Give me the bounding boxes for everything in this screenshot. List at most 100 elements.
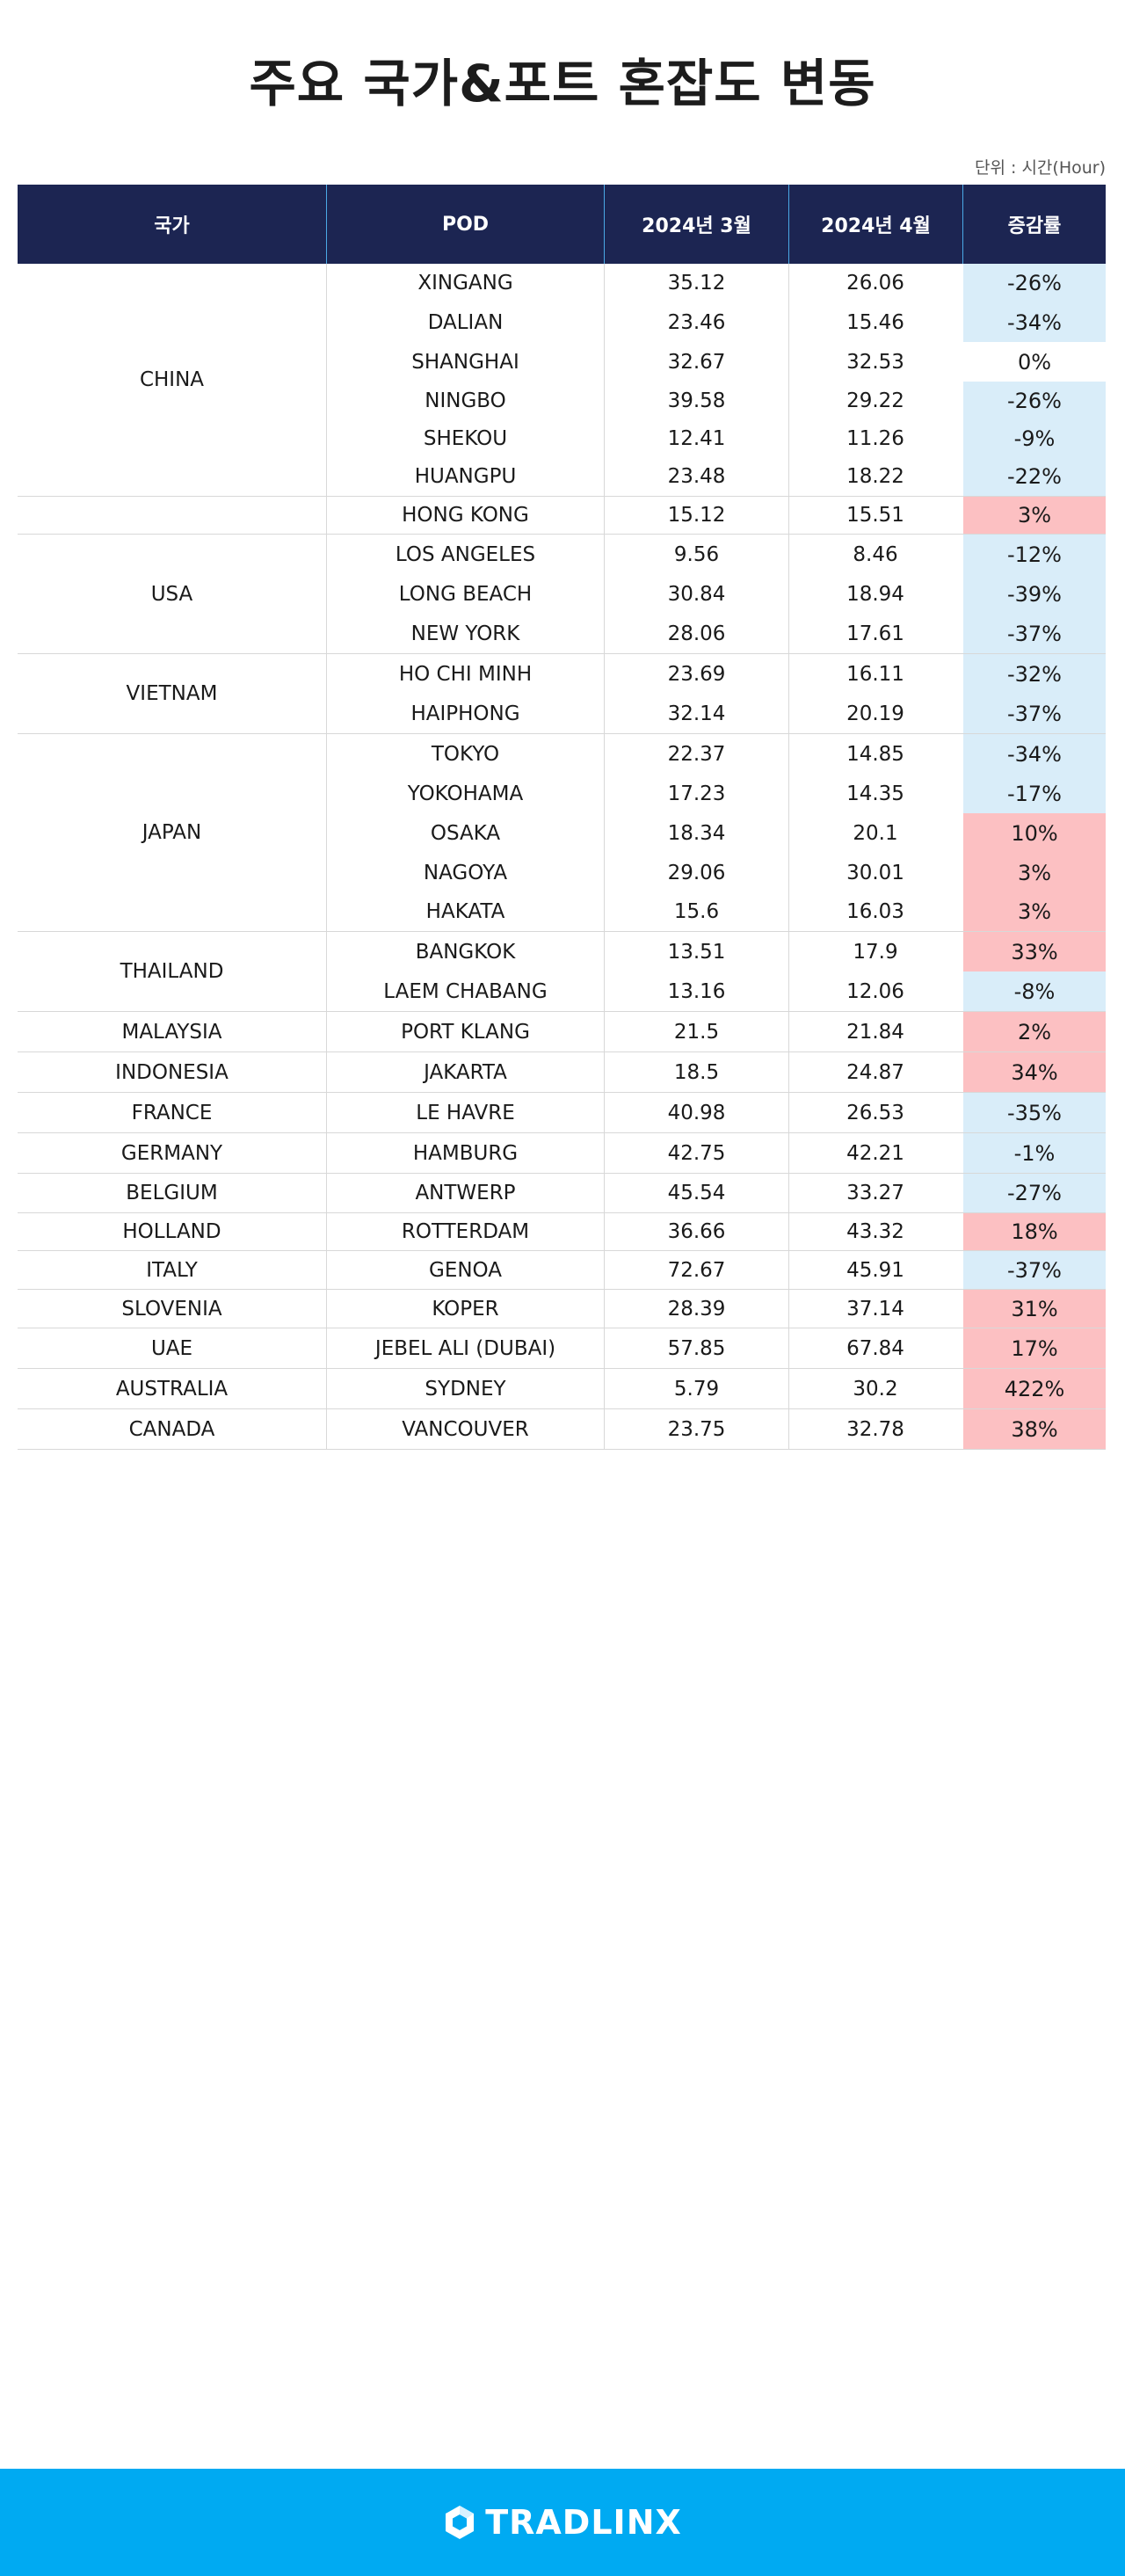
change-rate-cell: -39% (963, 574, 1106, 614)
march-value-cell: 23.46 (605, 302, 789, 342)
country-group: FRANCE LE HAVRE 40.98 26.53 -35% (18, 1093, 1106, 1133)
country-group: USA LOS ANGELES 9.56 8.46 -12% LONG BEACH 30.8… (18, 535, 1106, 654)
pod-cell: LAEM CHABANG (327, 971, 605, 1011)
country-group: ITALY GENOA 72.67 45.91 -37% (18, 1251, 1106, 1290)
april-value-cell: 17.61 (789, 614, 963, 653)
april-value-cell: 18.94 (789, 574, 963, 614)
march-value-cell: 72.67 (605, 1251, 789, 1289)
change-rate-cell: -34% (963, 302, 1106, 342)
pod-cell: SYDNEY (327, 1369, 605, 1408)
table-row: HAIPHONG 32.14 20.19 -37% (327, 694, 1106, 733)
april-value-cell: 20.19 (789, 694, 963, 733)
april-value-cell: 26.53 (789, 1093, 963, 1132)
march-value-cell: 32.67 (605, 342, 789, 382)
congestion-table: 국가 POD 2024년 3월 2024년 4월 증감률 CHINA XINGAN… (18, 185, 1106, 1450)
march-value-cell: 18.34 (605, 813, 789, 854)
country-cell: ITALY (18, 1251, 327, 1289)
pod-cell: KOPER (327, 1290, 605, 1328)
table-row: LONG BEACH 30.84 18.94 -39% (327, 574, 1106, 614)
pod-cell: LE HAVRE (327, 1093, 605, 1132)
april-value-cell: 16.11 (789, 654, 963, 694)
tradlinx-logo: TRADLINX (443, 2503, 682, 2542)
pod-cell: VANCOUVER (327, 1409, 605, 1449)
april-value-cell: 33.27 (789, 1174, 963, 1212)
april-value-cell: 18.22 (789, 457, 963, 496)
table-row: YOKOHAMA 17.23 14.35 -17% (327, 774, 1106, 813)
table-row: PORT KLANG 21.5 21.84 2% (327, 1012, 1106, 1052)
country-cell (18, 497, 327, 534)
march-value-cell: 5.79 (605, 1369, 789, 1408)
pod-cell: NAGOYA (327, 854, 605, 891)
march-value-cell: 9.56 (605, 535, 789, 574)
country-group: HONG KONG 15.12 15.51 3% (18, 497, 1106, 535)
table-row: NINGBO 39.58 29.22 -26% (327, 382, 1106, 419)
country-cell: HOLLAND (18, 1213, 327, 1250)
march-value-cell: 35.12 (605, 264, 789, 302)
pod-cell: NINGBO (327, 382, 605, 419)
header-change-rate: 증감률 (1007, 215, 1062, 237)
march-value-cell: 30.84 (605, 574, 789, 614)
country-cell: GERMANY (18, 1133, 327, 1173)
march-value-cell: 40.98 (605, 1093, 789, 1132)
pod-cell: TOKYO (327, 734, 605, 774)
change-rate-cell: -8% (963, 971, 1106, 1011)
header-march-2024: 2024년 3월 (605, 185, 789, 264)
table-row: HUANGPU 23.48 18.22 -22% (327, 457, 1106, 496)
header-country: 국가 (18, 185, 327, 264)
change-rate-cell: -26% (963, 264, 1106, 302)
change-rate-cell: 17% (963, 1328, 1106, 1368)
country-group: VIETNAM HO CHI MINH 23.69 16.11 -32% HAIPHONG… (18, 654, 1106, 734)
april-value-cell: 14.85 (789, 734, 963, 774)
april-value-cell: 21.84 (789, 1012, 963, 1052)
april-value-cell: 8.46 (789, 535, 963, 574)
pod-cell: HONG KONG (327, 497, 605, 534)
pod-cell: LOS ANGELES (327, 535, 605, 574)
change-rate-cell: -22% (963, 457, 1106, 496)
footer-bar: TRADLINX (0, 2469, 1125, 2576)
march-value-cell: 42.75 (605, 1133, 789, 1173)
change-rate-cell: 2% (963, 1012, 1106, 1052)
change-rate-cell: -12% (963, 535, 1106, 574)
change-rate-cell: -17% (963, 774, 1106, 813)
march-value-cell: 23.48 (605, 457, 789, 496)
table-row: XINGANG 35.12 26.06 -26% (327, 264, 1106, 302)
table-row: LAEM CHABANG 13.16 12.06 -8% (327, 971, 1106, 1011)
country-cell: FRANCE (18, 1093, 327, 1132)
april-value-cell: 43.32 (789, 1213, 963, 1250)
country-group: BELGIUM ANTWERP 45.54 33.27 -27% (18, 1174, 1106, 1213)
country-cell: UAE (18, 1328, 327, 1368)
pod-cell: GENOA (327, 1251, 605, 1289)
pod-cell: HAMBURG (327, 1133, 605, 1173)
change-rate-cell: 3% (963, 497, 1106, 534)
pod-cell: XINGANG (327, 264, 605, 302)
april-value-cell: 42.21 (789, 1133, 963, 1173)
pod-cell: PORT KLANG (327, 1012, 605, 1052)
logo-text: TRADLINX (485, 2503, 682, 2542)
country-cell: CHINA (18, 264, 327, 496)
tradlinx-hexagon-icon (446, 2506, 475, 2539)
march-value-cell: 13.51 (605, 932, 789, 971)
change-rate-cell: 31% (963, 1290, 1106, 1328)
pod-cell: ANTWERP (327, 1174, 605, 1212)
april-value-cell: 16.03 (789, 891, 963, 931)
change-rate-cell: 18% (963, 1213, 1106, 1250)
country-group: AUSTRALIA SYDNEY 5.79 30.2 422% (18, 1369, 1106, 1409)
country-cell: MALAYSIA (18, 1012, 327, 1052)
table-row: TOKYO 22.37 14.85 -34% (327, 734, 1106, 774)
pod-cell: HO CHI MINH (327, 654, 605, 694)
april-value-cell: 17.9 (789, 932, 963, 971)
march-value-cell: 32.14 (605, 694, 789, 733)
april-value-cell: 26.06 (789, 264, 963, 302)
change-rate-cell: -26% (963, 382, 1106, 419)
table-row: ROTTERDAM 36.66 43.32 18% (327, 1213, 1106, 1250)
change-rate-cell: -37% (963, 614, 1106, 653)
pod-cell: BANGKOK (327, 932, 605, 971)
march-value-cell: 45.54 (605, 1174, 789, 1212)
table-row: HAMBURG 42.75 42.21 -1% (327, 1133, 1106, 1173)
table-row: NEW YORK 28.06 17.61 -37% (327, 614, 1106, 653)
april-value-cell: 15.51 (789, 497, 963, 534)
table-row: LE HAVRE 40.98 26.53 -35% (327, 1093, 1106, 1132)
page-title: 주요 국가&포트 혼잡도 변동 (249, 54, 876, 113)
change-rate-cell: -37% (963, 1251, 1106, 1289)
country-group: UAE JEBEL ALI (DUBAI) 57.85 67.84 17% (18, 1328, 1106, 1369)
